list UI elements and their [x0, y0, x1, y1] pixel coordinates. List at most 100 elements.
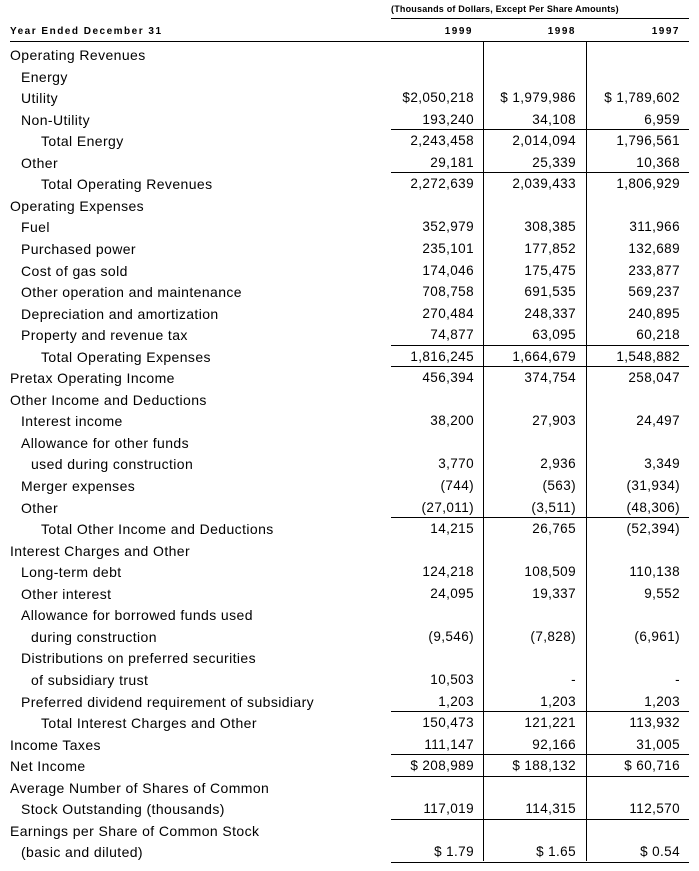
- row-label: Allowance for other funds: [21, 434, 189, 451]
- total-rule: [391, 172, 689, 174]
- row-label: used during construction: [31, 456, 194, 473]
- value-cell-1997: -: [675, 671, 680, 687]
- table-row: Pretax Operating Income 456,394 374,754 258…: [0, 367, 699, 388]
- row-label: (basic and diluted): [21, 844, 143, 861]
- row-label: Total Interest Charges and Other: [41, 715, 257, 732]
- value-cell-1998: $ 188,132: [512, 758, 576, 774]
- table-row: Distributions on preferred securities: [0, 647, 699, 668]
- value-cell-1998: 108,509: [524, 564, 576, 580]
- value-cell-1999: 24,095: [430, 585, 474, 601]
- row-label: Depreciation and amortization: [21, 305, 219, 322]
- value-cell-1997: 113,932: [629, 715, 680, 731]
- value-cell-1998: 121,221: [524, 715, 576, 731]
- table-row: Allowance for borrowed funds used: [0, 604, 699, 625]
- value-cell-1997: 1,548,882: [616, 348, 680, 364]
- value-cell-1997: 31,005: [636, 736, 680, 752]
- row-label: Energy: [21, 68, 68, 85]
- row-label: Other: [21, 154, 59, 171]
- year-header-1997: 1997: [651, 26, 680, 37]
- value-cell-1998: 2,014,094: [512, 133, 576, 149]
- table-row: (basic and diluted) $ 1.79 $ 1.65 $ 0.54: [0, 841, 699, 862]
- table-row: Other Income and Deductions: [0, 389, 699, 410]
- value-cell-1999: $ 1.79: [434, 844, 474, 860]
- year-header-1998: 1998: [547, 26, 576, 37]
- row-label: Other: [21, 499, 59, 516]
- value-cell-1999: 3,770: [438, 456, 474, 472]
- value-cell-1997: $ 60,716: [624, 758, 680, 774]
- value-cell-1999: $ 208,989: [410, 758, 474, 774]
- value-cell-1998: 691,535: [524, 284, 576, 300]
- value-cell-1999: 235,101: [422, 240, 474, 256]
- value-cell-1999: 29,181: [430, 154, 474, 170]
- table-row: Allowance for other funds: [0, 432, 699, 453]
- value-cell-1998: 25,339: [532, 154, 576, 170]
- value-cell-1997: 569,237: [628, 284, 680, 300]
- row-label: of subsidiary trust: [31, 671, 149, 688]
- table-row: Depreciation and amortization 270,484 248,…: [0, 303, 699, 324]
- value-cell-1997: 1,203: [644, 693, 680, 709]
- table-row: Energy: [0, 66, 699, 87]
- value-cell-1999: (744): [440, 478, 474, 493]
- value-cell-1997: 10,368: [636, 154, 680, 170]
- table-row: Preferred dividend requirement of subsid…: [0, 691, 699, 712]
- table-row: Long-term debt 124,218 108,509 110,138: [0, 561, 699, 582]
- table-row: Total Energy 2,243,458 2,014,094 1,796,561: [0, 130, 699, 151]
- value-cell-1998: 19,337: [532, 585, 576, 601]
- value-cell-1997: 311,966: [629, 219, 680, 235]
- units-caption: (Thousands of Dollars, Except Per Share …: [391, 4, 619, 14]
- value-cell-1998: 248,337: [524, 305, 576, 321]
- value-cell-1998: (3,511): [531, 499, 576, 515]
- value-cell-1999: $2,050,218: [402, 90, 474, 106]
- value-cell-1997: 1,806,929: [616, 176, 680, 192]
- table-row: Total Operating Revenues 2,272,639 2,039,4…: [0, 173, 699, 194]
- table-row: used during construction 3,770 2,936 3,349: [0, 453, 699, 474]
- value-cell-1997: 6,959: [644, 111, 680, 127]
- table-row: Interest Charges and Other: [0, 540, 699, 561]
- table-row: Operating Expenses: [0, 195, 699, 216]
- table-row: of subsidiary trust 10,503 - -: [0, 669, 699, 690]
- value-cell-1998: 374,754: [524, 370, 576, 386]
- value-cell-1999: 456,394: [422, 370, 474, 386]
- value-cell-1999: 111,147: [424, 736, 474, 752]
- table-row: Stock Outstanding (thousands) 117,019 114,…: [0, 798, 699, 819]
- value-cell-1998: 175,475: [524, 262, 576, 278]
- year-header-1999: 1999: [444, 26, 473, 37]
- value-cell-1998: 1,664,679: [512, 348, 576, 364]
- value-cell-1998: 92,166: [532, 736, 576, 752]
- value-cell-1997: 258,047: [628, 370, 680, 386]
- table-row: during construction (9,546) (7,828) (6,961): [0, 626, 699, 647]
- value-cell-1999: 74,877: [430, 327, 474, 343]
- caption-rule: [391, 18, 689, 19]
- row-label: Utility: [21, 90, 59, 107]
- table-row: Interest income 38,200 27,903 24,497: [0, 410, 699, 431]
- value-cell-1999: 14,215: [430, 521, 474, 537]
- value-cell-1998: 308,385: [524, 219, 576, 235]
- row-label: Operating Expenses: [10, 197, 145, 214]
- table-row: Net Income $ 208,989 $ 188,132 $ 60,716: [0, 755, 699, 776]
- row-label: Purchased power: [21, 240, 136, 257]
- table-row: Other interest 24,095 19,337 9,552: [0, 583, 699, 604]
- value-cell-1998: 34,108: [532, 111, 576, 127]
- table-row: Merger expenses (744) (563) (31,934): [0, 475, 699, 496]
- table-row: Property and revenue tax 74,877 63,095 60,2…: [0, 324, 699, 345]
- value-cell-1998: (7,828): [530, 628, 576, 644]
- row-label: Long-term debt: [21, 564, 122, 581]
- value-cell-1999: 10,503: [430, 671, 474, 687]
- row-label: Other interest: [21, 585, 112, 602]
- value-cell-1998: $ 1.65: [536, 844, 576, 860]
- value-cell-1998: (563): [542, 478, 576, 493]
- value-cell-1999: 38,200: [430, 413, 474, 429]
- value-cell-1997: 24,497: [636, 413, 680, 429]
- value-cell-1999: 150,473: [422, 715, 474, 731]
- value-cell-1997: $ 1,789,602: [604, 90, 680, 106]
- value-cell-1999: 270,484: [422, 305, 474, 321]
- column-divider-1: [483, 42, 484, 861]
- total-rule: [391, 366, 689, 368]
- total-rule: [391, 129, 689, 131]
- row-label: Preferred dividend requirement of subsid…: [21, 693, 315, 710]
- table-row: Non-Utility 193,240 34,108 6,959: [0, 109, 699, 130]
- row-label: Total Other Income and Deductions: [41, 521, 274, 538]
- table-row: Total Operating Expenses 1,816,245 1,664,6…: [0, 346, 699, 367]
- value-cell-1999: 174,046: [422, 262, 474, 278]
- value-cell-1999: 352,979: [422, 219, 474, 235]
